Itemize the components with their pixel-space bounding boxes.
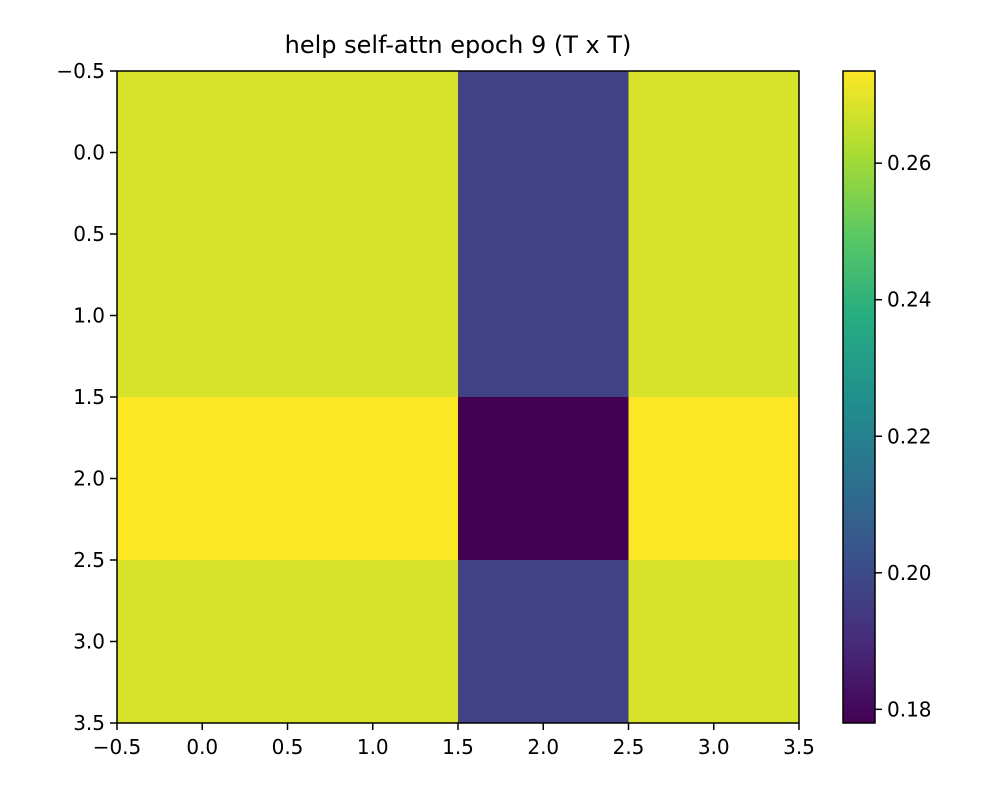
colorbar-tick-label: 0.18: [887, 697, 932, 721]
y-tick-label: 3.0: [73, 630, 105, 654]
colorbar: [842, 70, 876, 724]
x-tick-label: 1.5: [442, 735, 474, 759]
x-tick-label: 1.0: [357, 735, 389, 759]
y-tick-label: 2.0: [73, 467, 105, 491]
heatmap-cell: [287, 397, 459, 561]
x-tick-label: 2.5: [613, 735, 645, 759]
heatmap-cell: [117, 71, 288, 235]
heatmap-cell: [287, 234, 459, 398]
heatmap-cell: [458, 560, 629, 724]
colorbar-tick-label: 0.26: [887, 151, 932, 175]
x-tick-label: 3.5: [783, 735, 815, 759]
y-tick-label: 1.5: [73, 385, 105, 409]
heatmap-cell: [628, 560, 800, 724]
heatmap-cell: [458, 71, 629, 235]
y-tick-label: 1.0: [73, 304, 105, 328]
y-tick-label: 2.5: [73, 548, 105, 572]
heatmap-cell: [458, 397, 629, 561]
heatmap-cell: [287, 71, 459, 235]
chart-title: help self-attn epoch 9 (T x T): [285, 31, 632, 59]
y-axis-ticks: −0.5 0.0 0.5 1.0 1.5 2.0 2.5 3.0 3.5: [56, 59, 117, 735]
colorbar-tick-label: 0.22: [887, 424, 932, 448]
y-tick-label: −0.5: [56, 59, 105, 83]
colorbar-tick-label: 0.20: [887, 561, 932, 585]
heatmap-cell: [628, 234, 800, 398]
x-tick-label: 0.5: [272, 735, 304, 759]
heatmap-cell: [117, 234, 288, 398]
x-tick-label: 0.0: [186, 735, 218, 759]
colorbar-tick-label: 0.24: [887, 288, 932, 312]
x-tick-label: 3.0: [698, 735, 730, 759]
y-tick-label: 3.5: [73, 711, 105, 735]
heatmap-cell: [628, 71, 800, 235]
colorbar-ticks: 0.18 0.20 0.22 0.24 0.26: [875, 151, 932, 721]
heatmap-cells: [117, 71, 800, 724]
heatmap-cell: [628, 397, 800, 561]
y-tick-label: 0.0: [73, 141, 105, 165]
heatmap-cell: [458, 234, 629, 398]
heatmap-cell: [287, 560, 459, 724]
x-tick-label: −0.5: [93, 735, 142, 759]
x-tick-label: 2.0: [527, 735, 559, 759]
heatmap-cell: [117, 397, 288, 561]
x-axis-ticks: −0.5 0.0 0.5 1.0 1.5 2.0 2.5 3.0 3.5: [93, 723, 815, 759]
heatmap-cell: [117, 560, 288, 724]
y-tick-label: 0.5: [73, 222, 105, 246]
